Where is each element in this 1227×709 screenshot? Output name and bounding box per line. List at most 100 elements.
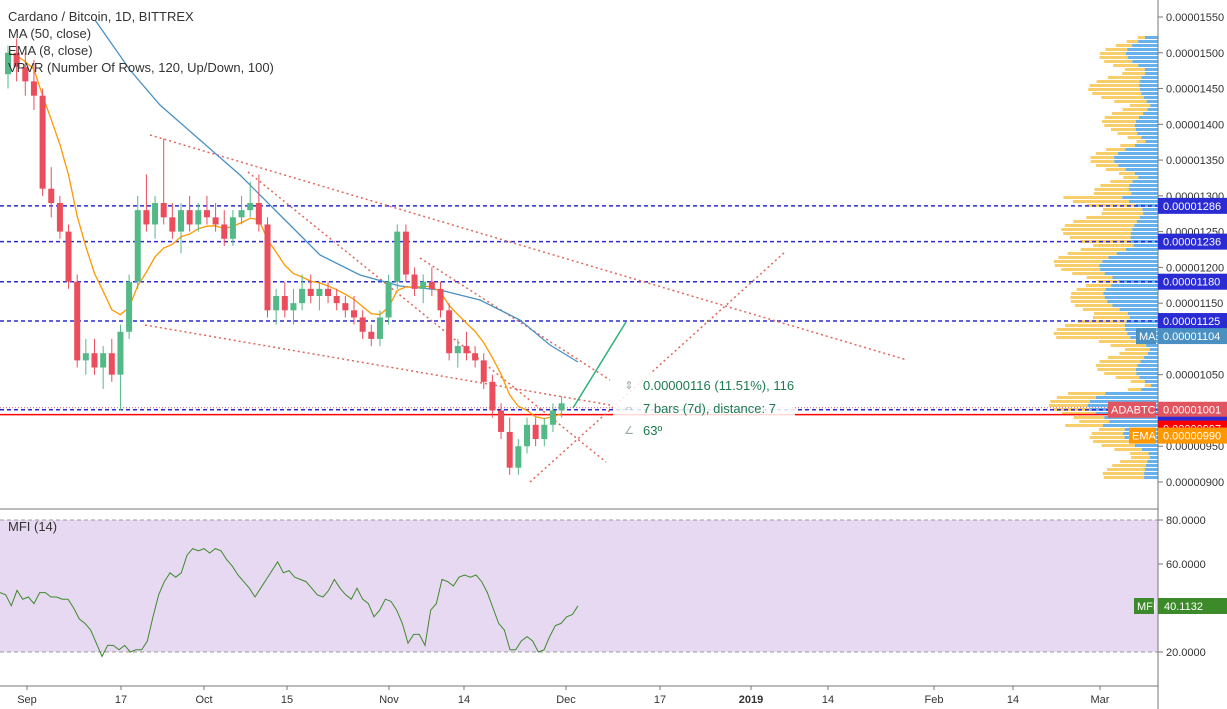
vp-bar-down <box>1127 136 1142 139</box>
trend-line[interactable] <box>247 171 607 463</box>
time-axis[interactable]: Sep 17 Oct 15 Nov 14 Dec 17 2019 14 Feb 14 Mar <box>17 686 1110 706</box>
vp-bar-down <box>1053 332 1128 335</box>
vp-bar-down <box>1088 88 1140 91</box>
vp-bar-up <box>1104 296 1158 299</box>
legend-ma[interactable]: MA (50, close) <box>8 26 92 41</box>
vp-bar-up <box>1144 380 1158 383</box>
vp-bar-down <box>1073 416 1105 419</box>
vp-bar-down <box>1071 292 1104 295</box>
price-tag-label: MA <box>1139 331 1156 343</box>
vp-bar-down <box>1103 208 1143 211</box>
vp-bar-down <box>1110 344 1147 347</box>
candle-body <box>506 431 513 468</box>
legend-vpvr[interactable]: VPVR (Number Of Rows, 120, Up/Down, 100) <box>8 60 274 75</box>
vp-bar-down <box>1076 288 1106 291</box>
vp-bar-up <box>1127 48 1158 51</box>
vp-bar-up <box>1124 324 1158 327</box>
price-axis[interactable]: 0.00001550 0.00001500 0.00001450 0.00001400… <box>1158 12 1224 489</box>
vp-bar-up <box>1135 120 1158 123</box>
vp-bar-up <box>1125 248 1158 251</box>
candle-body <box>472 353 479 361</box>
vp-bar-up <box>1135 128 1158 131</box>
price-tag-value: 0.00001104 <box>1163 331 1220 343</box>
price-tag-value: 0.00001286 <box>1163 201 1221 213</box>
candle-body <box>212 217 219 225</box>
vp-bar-down <box>1089 84 1140 87</box>
vp-bar-down <box>1061 228 1133 231</box>
vp-bar-down <box>1110 180 1133 183</box>
vp-bar-up <box>1125 148 1158 151</box>
vp-bar-up <box>1112 276 1158 279</box>
vp-bar-up <box>1134 444 1158 447</box>
vp-bar-down <box>1101 120 1136 123</box>
vp-bar-up <box>1129 188 1158 191</box>
vp-bar-up <box>1139 376 1158 379</box>
candle-body <box>394 231 401 282</box>
price-tick-label: 0.00001450 <box>1166 84 1224 96</box>
candle-body <box>100 353 107 368</box>
vp-bar-up <box>1125 168 1158 171</box>
vp-bar-up <box>1109 420 1158 423</box>
vp-bar-down <box>1056 328 1126 331</box>
time-tick-label: 2019 <box>739 694 763 706</box>
time-tick-label: Nov <box>379 694 399 706</box>
time-tick-label: 14 <box>822 694 834 706</box>
vp-bar-up <box>1150 104 1158 107</box>
vp-bar-down <box>1126 40 1139 43</box>
measure-line[interactable] <box>572 321 627 409</box>
candle-body <box>229 217 236 239</box>
vp-bar-down <box>1136 140 1146 143</box>
candle-body <box>549 410 556 425</box>
mfi-tag-label: MFI <box>1137 601 1156 613</box>
measure-bars-row: ⇔ 7 bars (7d), distance: 7 <box>621 398 776 418</box>
vp-bar-up <box>1119 308 1158 311</box>
vp-bar-up <box>1144 476 1158 479</box>
date-range-icon: ⇔ <box>623 402 635 414</box>
vp-bar-up <box>1122 196 1158 199</box>
time-tick-label: 17 <box>654 694 666 706</box>
vp-bar-down <box>1090 160 1115 163</box>
vp-bar-down <box>1123 176 1139 179</box>
candle-body <box>541 424 548 440</box>
price-tag-value: 0.00001001 <box>1163 405 1221 417</box>
vp-bar-down <box>1120 144 1136 147</box>
candle-body <box>316 288 323 296</box>
trend-line[interactable] <box>149 134 908 361</box>
candle-body <box>178 210 184 232</box>
price-tag-label: ADABTC <box>1111 405 1156 417</box>
legend-ema[interactable]: EMA (8, close) <box>8 43 93 58</box>
measure-angle-row: ∠ 63º <box>621 420 662 440</box>
vp-bar-down <box>1122 72 1146 75</box>
vp-bar-down <box>1098 428 1125 431</box>
candle-body <box>65 231 72 282</box>
time-tick-label: Sep <box>17 694 37 706</box>
vp-bar-down <box>1085 284 1112 287</box>
candle-body <box>446 310 453 354</box>
trend-line[interactable] <box>529 251 786 483</box>
mfi-legend[interactable]: MFI (14) <box>8 519 58 534</box>
vp-bar-down <box>1110 128 1136 131</box>
candle-body <box>359 317 366 332</box>
candle-body <box>437 288 444 311</box>
vp-bar-down <box>1106 148 1126 151</box>
vp-bar-up <box>1145 464 1158 467</box>
vp-bar-down <box>1112 464 1146 467</box>
ma-path <box>94 19 579 363</box>
vp-bar-down <box>1117 132 1138 135</box>
vp-bar-up <box>1144 36 1158 39</box>
vp-bar-down <box>1095 364 1138 367</box>
candle-body <box>264 224 271 311</box>
vp-bar-up <box>1095 396 1158 399</box>
vp-bar-down <box>1072 272 1105 275</box>
candle-body <box>307 288 314 296</box>
vp-bar-down <box>1053 260 1103 263</box>
vp-bar-up <box>1134 124 1158 127</box>
measure-price-row: ⇕ 0.00000116 (11.51%), 116 <box>621 375 794 395</box>
vp-bar-up <box>1149 348 1158 351</box>
time-tick-label: Mar <box>1091 694 1110 706</box>
trend-line[interactable] <box>144 324 611 406</box>
vp-bar-down <box>1101 444 1135 447</box>
vp-bar-up <box>1143 96 1158 99</box>
vp-bar-down <box>1107 76 1142 79</box>
